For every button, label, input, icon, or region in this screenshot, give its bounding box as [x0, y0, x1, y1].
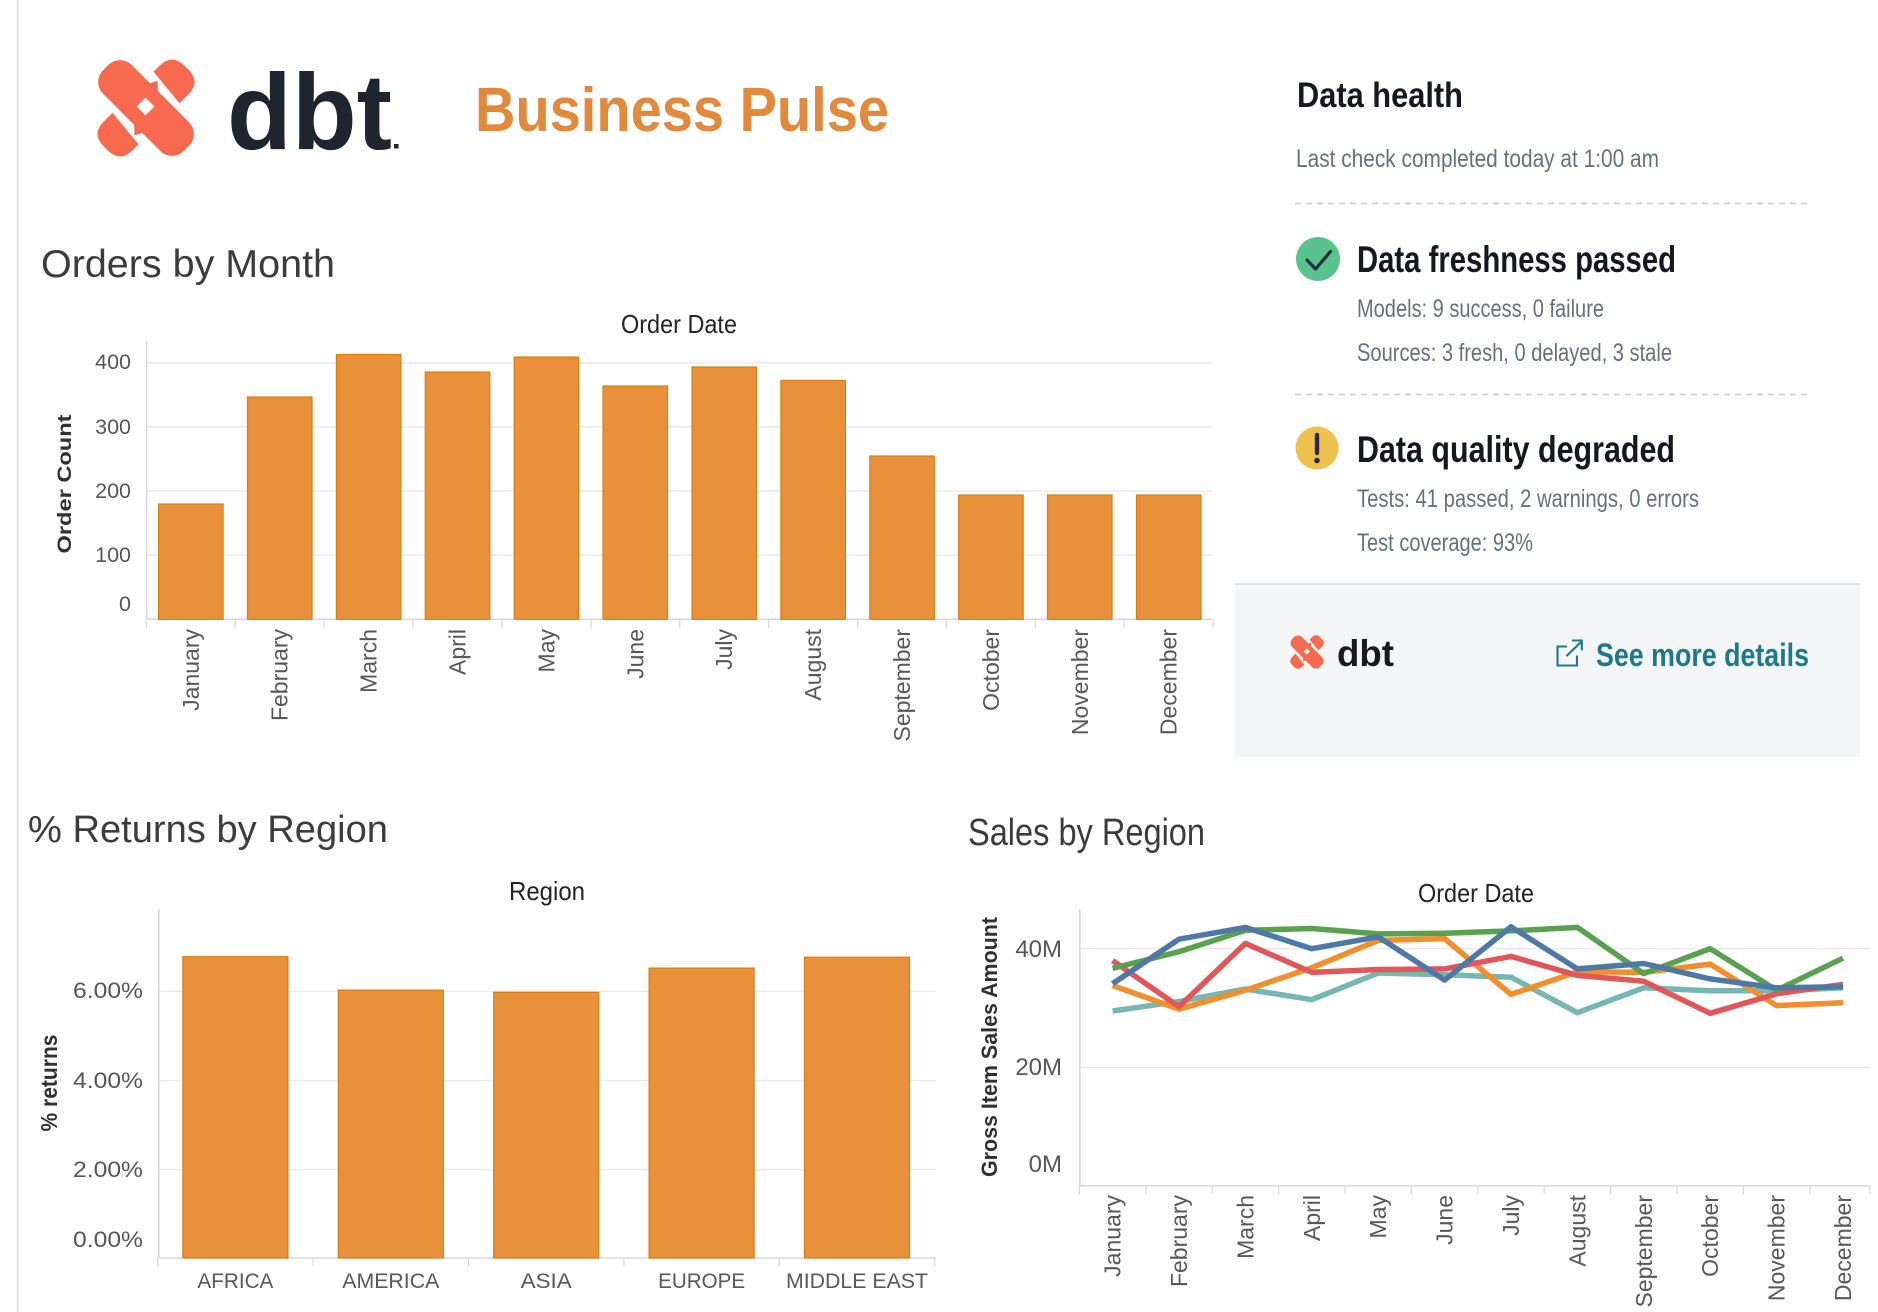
svg-text:Test coverage: 93%: Test coverage: 93% [1357, 529, 1533, 557]
svg-text:% Returns by Region: % Returns by Region [28, 809, 388, 851]
svg-text:Order Date: Order Date [621, 309, 737, 339]
svg-text:October: October [1697, 1195, 1723, 1277]
svg-text:October: October [978, 629, 1004, 711]
svg-text:February: February [267, 629, 293, 722]
svg-text:AFRICA: AFRICA [197, 1270, 273, 1293]
svg-text:September: September [1631, 1195, 1657, 1308]
svg-text:Data freshness passed: Data freshness passed [1357, 239, 1676, 280]
svg-text:Data quality degraded: Data quality degraded [1357, 429, 1675, 470]
svg-text:Gross Item Sales Amount: Gross Item Sales Amount [977, 916, 1002, 1177]
svg-text:July: July [711, 629, 737, 670]
svg-text:MIDDLE EAST: MIDDLE EAST [786, 1270, 928, 1293]
svg-text:6.00%: 6.00% [73, 978, 143, 1003]
svg-text:dbt: dbt [1337, 633, 1394, 674]
svg-text:Sales by Region: Sales by Region [968, 812, 1205, 854]
svg-text:300: 300 [95, 415, 131, 439]
svg-text:40M: 40M [1015, 936, 1062, 963]
svg-text:August: August [1564, 1194, 1590, 1266]
svg-text:Order Count: Order Count [55, 414, 76, 554]
svg-text:20M: 20M [1015, 1054, 1062, 1081]
svg-text:January: January [1100, 1195, 1126, 1277]
svg-text:February: February [1166, 1195, 1192, 1288]
svg-text:May: May [533, 629, 559, 673]
svg-text:June: June [1432, 1195, 1458, 1245]
svg-text:Order Date: Order Date [1418, 878, 1534, 908]
svg-text:April: April [1299, 1195, 1325, 1241]
svg-text:November: November [1067, 629, 1093, 735]
svg-text:Models: 9 success, 0 failure: Models: 9 success, 0 failure [1357, 295, 1604, 323]
svg-text:November: November [1764, 1195, 1790, 1301]
svg-text:dbt: dbt [227, 51, 392, 172]
svg-text:400: 400 [95, 350, 131, 374]
svg-text:2.00%: 2.00% [73, 1157, 143, 1182]
svg-text:ASIA: ASIA [521, 1270, 572, 1293]
svg-text:January: January [178, 629, 204, 711]
svg-text:March: March [356, 629, 382, 693]
svg-text:June: June [622, 629, 648, 679]
svg-text:% returns: % returns [36, 1035, 62, 1132]
svg-text:July: July [1498, 1195, 1524, 1236]
svg-text:Data health: Data health [1297, 76, 1463, 115]
svg-text:200: 200 [95, 479, 131, 503]
svg-text:4.00%: 4.00% [73, 1068, 143, 1093]
svg-text:Orders by Month: Orders by Month [41, 243, 335, 286]
svg-text:See more details: See more details [1596, 637, 1809, 673]
svg-text:Tests: 41 passed, 2 warnings,: Tests: 41 passed, 2 warnings, 0 errors [1357, 485, 1699, 513]
svg-text:December: December [1156, 629, 1182, 735]
svg-text:0.00%: 0.00% [73, 1227, 143, 1252]
svg-text:September: September [889, 629, 915, 742]
svg-text:Sources: 3 fresh, 0 delayed, 3: Sources: 3 fresh, 0 delayed, 3 stale [1357, 339, 1672, 367]
svg-text:Business Pulse: Business Pulse [475, 76, 889, 145]
svg-text:Region: Region [509, 876, 585, 906]
svg-text:AMERICA: AMERICA [342, 1270, 439, 1293]
svg-text:December: December [1830, 1195, 1856, 1301]
svg-text:Last check completed today at: Last check completed today at 1:00 am [1296, 145, 1659, 173]
svg-text:March: March [1232, 1195, 1258, 1259]
svg-text:0M: 0M [1029, 1151, 1062, 1178]
svg-text:April: April [445, 629, 471, 675]
svg-text:100: 100 [95, 543, 131, 567]
svg-text:May: May [1365, 1195, 1391, 1239]
svg-text:EUROPE: EUROPE [658, 1270, 745, 1293]
svg-text:0: 0 [119, 592, 131, 616]
svg-text:August: August [800, 628, 826, 700]
